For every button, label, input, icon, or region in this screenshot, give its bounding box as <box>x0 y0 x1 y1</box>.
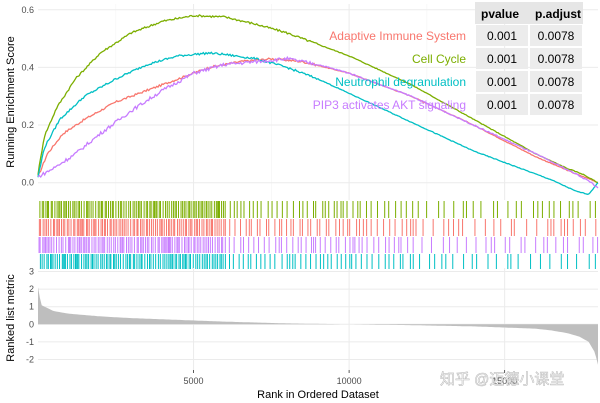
bottom-y-tick-label: -1 <box>26 337 34 347</box>
top-y-ticks: 0.0 0.2 0.4 0.6 <box>21 5 34 188</box>
table-cell: 0.0078 <box>538 75 575 89</box>
top-y-tick-label: 0.4 <box>21 62 34 72</box>
ranked-metric-area <box>38 287 598 365</box>
series-line-3 <box>37 55 599 189</box>
legend-label: PIP3 activates AKT signaling <box>313 98 466 112</box>
table-cell: 0.001 <box>487 98 517 112</box>
table-cell-bg <box>476 25 528 46</box>
table-cell: 0.001 <box>487 75 517 89</box>
pvalue-table: pvalue p.adjust 0.001 0.0078 0.001 0.0078 0.00… <box>475 2 583 115</box>
x-tick-label: 15000 <box>492 376 517 386</box>
rug-row-3 <box>38 237 599 253</box>
series-lines <box>37 14 599 195</box>
x-tick-label: 10000 <box>337 376 362 386</box>
bottom-y-tick-label: 3 <box>29 267 34 277</box>
rug-row-2 <box>39 254 596 269</box>
rug-row-0 <box>38 219 597 236</box>
ylabel-top: Running Enrichment Score <box>5 36 17 167</box>
table-cell: 0.001 <box>487 52 517 66</box>
table-header-bg <box>475 2 583 24</box>
legend-label: Cell Cycle <box>412 52 466 66</box>
hit-rug-panel <box>38 201 599 269</box>
bottom-gridlines <box>38 268 598 370</box>
table-cell-bg <box>530 25 582 46</box>
top-y-tick-label: 0.0 <box>21 178 34 188</box>
bottom-x-ticks: 5000 10000 15000 <box>184 370 517 386</box>
top-y-tick-label: 0.6 <box>21 5 34 15</box>
table-cell-bg <box>530 48 582 69</box>
rug-row-1 <box>39 201 596 218</box>
table-header: pvalue <box>481 7 519 21</box>
bottom-y-tick-label: 0 <box>29 319 34 329</box>
table-cell-bg <box>476 71 528 92</box>
top-y-tick-label: 0.2 <box>21 120 34 130</box>
table-cell: 0.0078 <box>538 52 575 66</box>
bottom-y-tick-label: 2 <box>29 284 34 294</box>
table-cell-bg <box>476 94 528 115</box>
bottom-y-tick-label: -2 <box>26 354 34 364</box>
table-cell: 0.0078 <box>538 98 575 112</box>
table-header: p.adjust <box>535 7 581 21</box>
series-line-2 <box>37 51 599 195</box>
bottom-y-tick-label: 1 <box>29 302 34 312</box>
table-cell-bg <box>476 48 528 69</box>
series-line-1 <box>37 14 599 184</box>
table-cell-bg <box>530 94 582 115</box>
bottom-panel: 3 2 1 0 -1 -2 5000 10000 15000 <box>26 267 598 386</box>
legend-label: Neutrophil degranulation <box>335 75 466 89</box>
table-cell-bg <box>530 71 582 92</box>
xlabel: Rank in Ordered Dataset <box>257 389 379 401</box>
series-legend: Adaptive Immune System Cell Cycle Neutroph… <box>313 29 467 112</box>
table-cell: 0.0078 <box>538 29 575 43</box>
table-cell: 0.001 <box>487 29 517 43</box>
watermark: 知乎 @迈德小课堂 <box>440 370 564 388</box>
legend-label: Adaptive Immune System <box>329 29 466 43</box>
x-tick-label: 5000 <box>184 376 204 386</box>
ylabel-bottom: Ranked list metric <box>5 274 17 362</box>
bottom-y-ticks: 3 2 1 0 -1 -2 <box>26 267 34 365</box>
